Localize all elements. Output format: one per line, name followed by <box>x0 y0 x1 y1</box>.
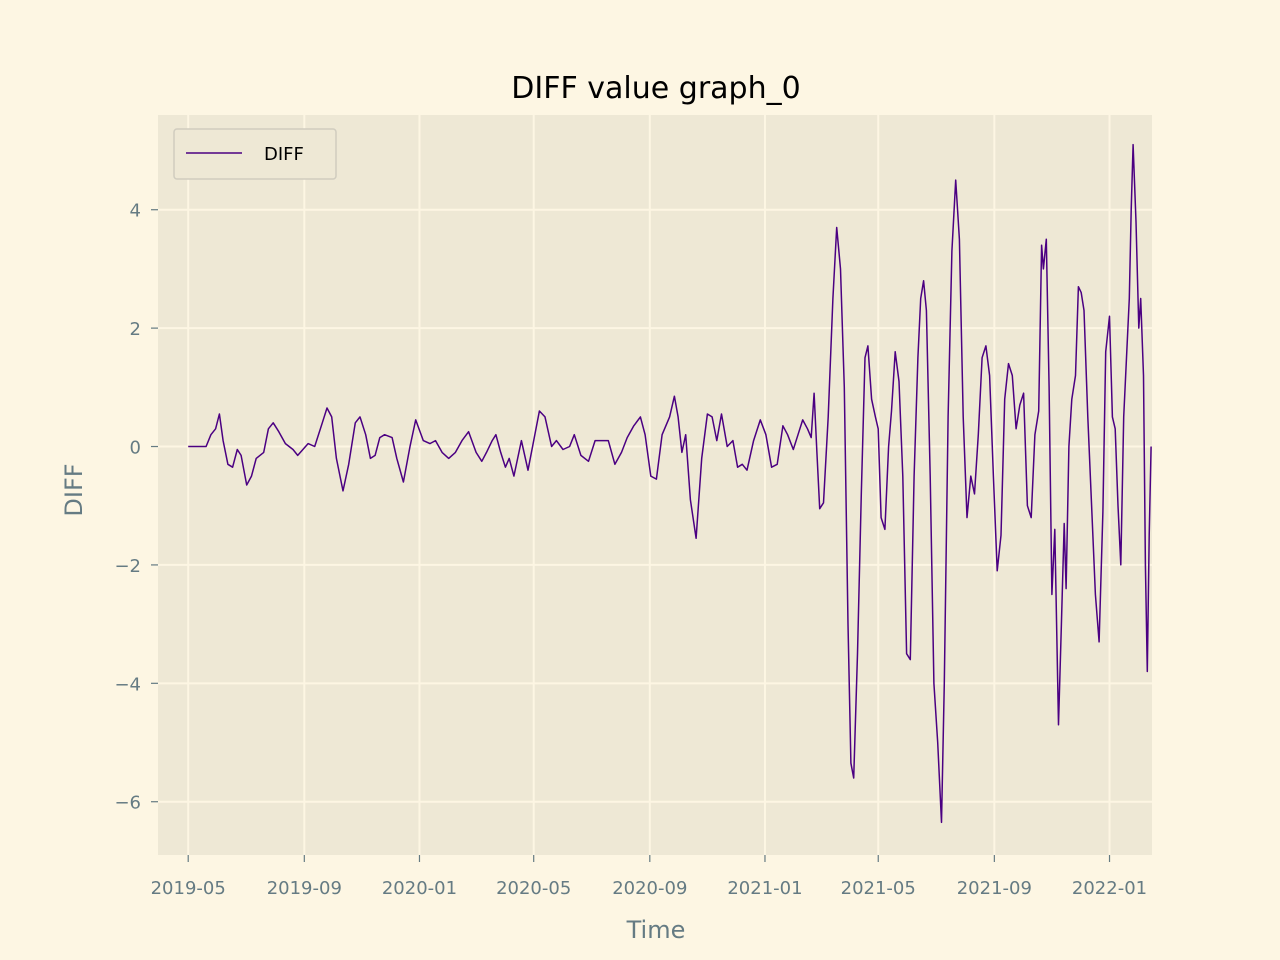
series-group <box>188 143 1152 824</box>
y-tick-label: 0 <box>130 438 141 459</box>
plot-area <box>158 115 1152 855</box>
y-gridlines <box>158 208 1152 803</box>
series-line-diff <box>188 143 1152 824</box>
x-tick-label: 2021-09 <box>957 878 1032 899</box>
x-tick-label: 2021-01 <box>727 878 802 899</box>
x-tick-label: 2019-09 <box>267 878 342 899</box>
y-tick-label: 2 <box>130 319 141 340</box>
x-tick-label: 2021-05 <box>841 878 916 899</box>
y-axis-label: DIFF <box>60 463 88 516</box>
legend: DIFF <box>173 128 337 180</box>
x-tick-label: 2019-05 <box>151 878 226 899</box>
y-tick-label: −4 <box>114 674 141 695</box>
x-tick-label: 2020-09 <box>612 878 687 899</box>
y-axis-ticks: 4 2 0 −2 −4 −6 <box>114 201 158 814</box>
x-axis-ticks: 2019-05 2019-09 2020-01 2020-05 2020-09 2021-… <box>151 855 1147 899</box>
x-tick-label: 2022-01 <box>1072 878 1147 899</box>
y-tick-label: −6 <box>114 793 141 814</box>
chart-title: DIFF value graph_0 <box>511 71 800 106</box>
legend-box <box>173 128 337 180</box>
x-tick-label: 2020-05 <box>496 878 571 899</box>
y-tick-label: 4 <box>130 201 141 222</box>
legend-label: DIFF <box>264 144 304 165</box>
x-tick-label: 2020-01 <box>382 878 457 899</box>
y-tick-label: −2 <box>114 556 141 577</box>
x-axis-label: Time <box>626 916 686 944</box>
